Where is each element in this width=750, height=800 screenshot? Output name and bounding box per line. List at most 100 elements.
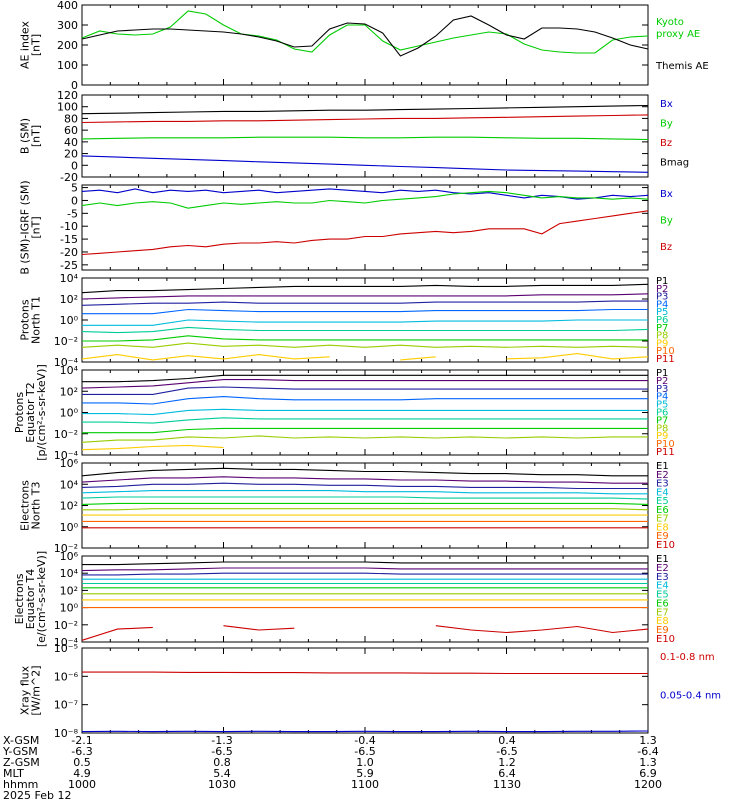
series-line-p4 xyxy=(82,308,648,315)
legend-entry: P10 xyxy=(656,346,675,357)
legend-entry: E3 xyxy=(656,479,669,490)
legend-entry: By xyxy=(660,216,673,227)
legend-entry: P1 xyxy=(656,276,668,287)
y-tick-label: 10⁶ xyxy=(60,457,79,470)
series-line-p9 xyxy=(81,353,649,361)
footer-value: 1130 xyxy=(493,778,521,791)
panel-frame xyxy=(81,4,649,86)
footer-value: -1.3 xyxy=(211,734,232,747)
series-line-p2 xyxy=(81,379,648,389)
legend-entry: P11 xyxy=(656,447,675,458)
legend-entry: E5 xyxy=(656,496,669,507)
legend-entry: P9 xyxy=(656,431,668,442)
legend-entry: P10 xyxy=(656,439,675,450)
series-line-p6 xyxy=(82,417,648,424)
legend-entry: E7 xyxy=(656,514,669,525)
y-tick-label: 10⁻⁴ xyxy=(54,356,79,369)
y-axis-label: AE index xyxy=(19,20,32,69)
y-tick-label: 10⁻² xyxy=(54,542,78,555)
panel-bigrf: -25-20-15-10-505 B (SM)-IGRF (SM)[nT] Bx By… xyxy=(19,180,673,274)
legend-entry: P6 xyxy=(656,315,668,326)
y-tick-label: 10⁴ xyxy=(60,272,79,285)
series-line-e5 xyxy=(81,496,649,500)
legend-entry: 0.1-0.8 nm xyxy=(660,652,715,663)
y-tick-label: 100 xyxy=(57,59,78,72)
legend-entry: E3 xyxy=(656,572,669,583)
y-tick-label: 60 xyxy=(64,124,78,137)
series-line-p3 xyxy=(81,300,648,306)
legend-entry: P4 xyxy=(656,299,668,310)
y-tick-label: 0 xyxy=(71,159,78,172)
y-tick-label: 10⁻⁶ xyxy=(54,670,79,683)
legend-entry: P11 xyxy=(656,354,675,365)
footer-value: 1.0 xyxy=(356,756,374,769)
y-tick-label: 20 xyxy=(64,148,78,161)
y-tick-label: 10⁰ xyxy=(60,314,79,327)
footer-value: 1030 xyxy=(208,778,236,791)
footer-value: -6.3 xyxy=(71,745,92,758)
legend-entry: E10 xyxy=(656,634,675,645)
panel-frame xyxy=(81,462,649,549)
series-line-p5 xyxy=(82,408,648,416)
y-axis-label: [nT] xyxy=(30,34,43,56)
y-tick-label: 200 xyxy=(57,39,78,52)
series-line-by xyxy=(81,136,649,141)
footer-value: 4.9 xyxy=(73,767,91,780)
footer-value: 1000 xyxy=(68,778,96,791)
footer-value: -2.1 xyxy=(71,734,92,747)
y-tick-label: 10⁻⁸ xyxy=(54,727,79,740)
footer-value: 1200 xyxy=(634,778,662,791)
footer-value: -6.4 xyxy=(637,745,658,758)
legend-entry: E2 xyxy=(656,470,669,481)
legend-entry: Kyoto xyxy=(656,17,684,28)
legend-entry: E1 xyxy=(656,461,669,472)
y-tick-label: 10⁻² xyxy=(54,428,78,441)
y-axis-label: Protons xyxy=(13,392,26,433)
y-tick-label: 10² xyxy=(60,293,78,306)
footer-value: 1.3 xyxy=(639,734,657,747)
y-tick-label: 10⁰ xyxy=(60,521,79,534)
y-axis-label: North T3 xyxy=(30,482,43,530)
legend-entry: E2 xyxy=(656,563,669,574)
y-tick-label: 400 xyxy=(57,0,78,12)
legend-entry: P5 xyxy=(656,400,668,411)
series-line-p1 xyxy=(82,374,648,383)
y-tick-label: 0 xyxy=(71,79,78,92)
series-line-p4 xyxy=(82,396,648,405)
y-tick-label: 10⁻⁷ xyxy=(54,699,78,712)
series-line-bx xyxy=(81,155,649,173)
legend-entry: P7 xyxy=(656,323,668,334)
y-axis-label: B (SM) xyxy=(19,118,32,154)
footer-value: 5.9 xyxy=(356,767,374,780)
y-tick-label: 120 xyxy=(57,89,78,102)
legend-entry: E4 xyxy=(656,487,669,498)
legend-entry: P9 xyxy=(656,338,668,349)
series-line-p9 xyxy=(81,444,224,451)
panel-frame xyxy=(81,184,649,271)
footer-value: 1100 xyxy=(351,778,379,791)
series-line-e3 xyxy=(82,572,648,576)
y-tick-label: 10⁻⁴ xyxy=(54,449,79,462)
series-line-e7 xyxy=(82,508,649,511)
y-tick-label: 0 xyxy=(71,194,78,207)
legend-entry: E4 xyxy=(656,581,669,592)
legend-entry: P1 xyxy=(656,368,668,379)
series-line-e2 xyxy=(81,476,648,484)
series-line-e4 xyxy=(81,490,648,495)
footer-value: 0.8 xyxy=(213,756,231,769)
y-tick-label: 300 xyxy=(57,19,78,32)
y-tick-label: -10 xyxy=(60,220,78,233)
legend-entry: Bx xyxy=(660,99,673,110)
y-tick-label: 10⁴ xyxy=(60,478,79,491)
y-axis-label: Xray flux xyxy=(19,665,32,715)
series-line-p5 xyxy=(82,319,648,326)
series-line-e6 xyxy=(81,502,649,505)
footer-value: -0.4 xyxy=(354,734,375,747)
footer-value: 5.4 xyxy=(213,767,231,780)
y-axis-label: Equator T4 xyxy=(24,569,37,629)
orbit-footer: X-GSM -2.1 -1.3 -0.4 0.4 1.3 Y-GSM -6.3 -6.5 -6.5… xyxy=(2,734,662,800)
footer-value: 0.5 xyxy=(73,756,91,769)
